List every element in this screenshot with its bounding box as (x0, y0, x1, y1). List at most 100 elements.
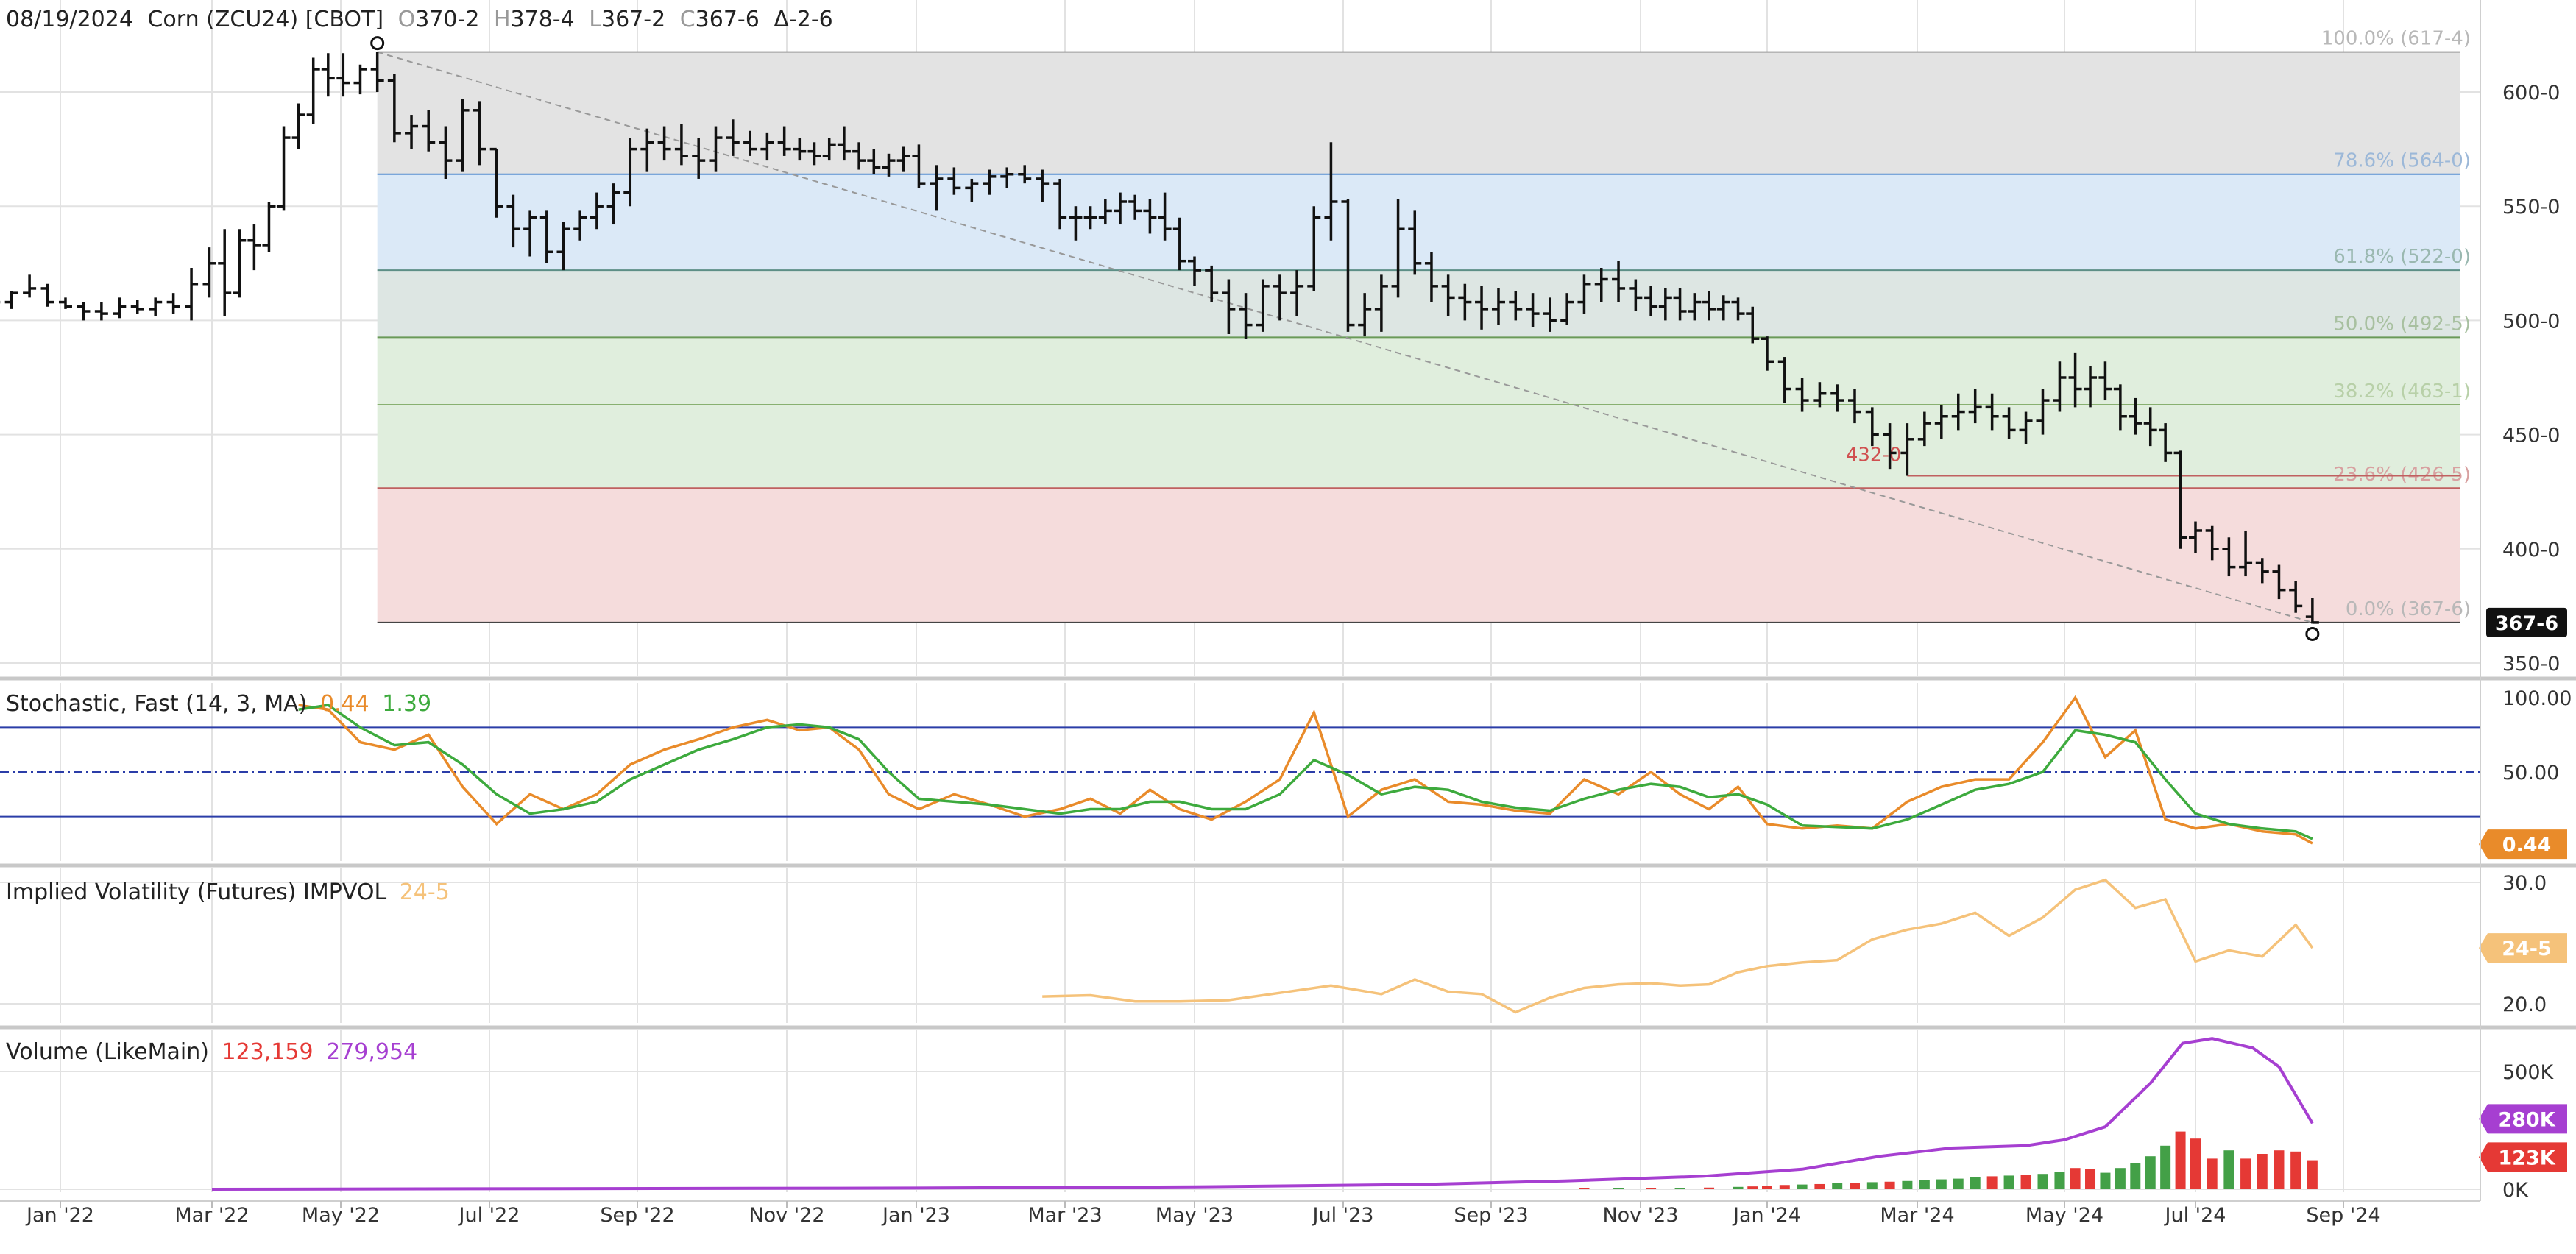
ohlc-bar (1000, 167, 1014, 188)
impvol-value: 24-5 (400, 879, 450, 905)
volume-bar (1902, 1180, 1913, 1189)
volume-bar (1814, 1183, 1825, 1189)
ohlc-bar (2173, 450, 2187, 549)
ohlc-bar (1053, 178, 1067, 230)
ohlc-bar (1143, 199, 1157, 234)
ohlc-bar (185, 268, 199, 321)
volume-bar (1953, 1178, 1964, 1189)
stochastic-tag-text: 0.44 (2502, 834, 2552, 857)
ohlc-bar (1526, 293, 1540, 327)
volume-axis: 0K 500K (2502, 1061, 2555, 1202)
header-low-label: L (589, 7, 601, 32)
price-tick-label: 450-0 (2502, 425, 2560, 447)
ohlc-bar (1644, 286, 1658, 316)
ohlc-bar (130, 300, 144, 314)
volume-bar (1762, 1186, 1772, 1189)
volume-bar (1866, 1182, 1878, 1189)
volume-bar (2145, 1156, 2156, 1189)
volume-bar (1797, 1184, 1808, 1189)
ohlc-bar (1205, 265, 1219, 302)
volume-bar (2175, 1131, 2186, 1189)
ohlc-bar (1391, 199, 1405, 298)
stochastic-d-line (298, 704, 2313, 840)
ohlc-bar (965, 178, 979, 202)
volume-bar (1733, 1186, 1744, 1189)
ohlc-bars (0, 52, 2319, 624)
volume-bar (2307, 1160, 2318, 1189)
ohlc-bar (2002, 407, 2016, 439)
ohlc-bar (2053, 361, 2067, 412)
fib-label: 38.2% (463-1) (2333, 380, 2471, 403)
ohlc-bar (983, 169, 997, 195)
ohlc-bar (166, 293, 180, 314)
ohlc-bar (2205, 525, 2219, 561)
ohlc-bar (822, 138, 836, 161)
ohlc-bar (1968, 389, 1982, 424)
stochastic-panel[interactable]: 50.00 100.00 Stochastic, Fast (14, 3, MA)… (0, 683, 2572, 861)
time-axis-label: Sep '22 (600, 1204, 674, 1227)
header-symbol: Corn (ZCU24) [CBOT] (147, 7, 383, 32)
ohlc-bar (473, 101, 486, 166)
volume-bar (1850, 1183, 1860, 1189)
ohlc-bar (807, 142, 821, 166)
ohlc-bar (1813, 382, 1827, 408)
ohlc-bar (456, 99, 470, 172)
ohlc-bar (1273, 274, 1287, 321)
price-tick-label: 600-0 (2502, 82, 2560, 104)
time-axis-label: Nov '22 (749, 1204, 824, 1227)
volume-tag: 123K (2479, 1142, 2567, 1172)
stochastic-tag-box (2479, 829, 2567, 860)
ohlc-bar (1069, 206, 1083, 241)
header-close: 367-6 (696, 7, 760, 32)
ohlc-bar (1594, 268, 1608, 302)
ohlc-bar (2084, 366, 2098, 408)
volume-panel[interactable]: 0K 500K Volume (LikeMain) 123,159 279,954… (0, 1030, 2567, 1202)
ohlc-bar (1458, 283, 1472, 321)
volume-value: 123,159 (222, 1039, 314, 1065)
time-axis-label: Jul '23 (1312, 1204, 1374, 1227)
volume-bar (2160, 1145, 2171, 1189)
ohlc-bar (1324, 142, 1338, 241)
ohlc-bar (1917, 411, 1931, 447)
fibonacci-labels: 100.0% (617-4) 78.6% (564-0) 61.8% (522-0)… (2321, 28, 2471, 620)
implied-volatility-panel[interactable]: 20.0 30.0 Implied Volatility (Futures) IM… (0, 868, 2567, 1023)
ohlc-bar (1883, 423, 1897, 470)
header-high: 378-4 (511, 7, 575, 32)
ohlc-bar (2036, 389, 2050, 435)
volume-bar (2130, 1163, 2141, 1189)
volume-bar (1970, 1177, 1981, 1189)
ohlc-bar (1830, 384, 1844, 412)
ohlc-bar (306, 57, 320, 124)
time-axis-label: Jan '23 (881, 1204, 950, 1227)
ohlc-bar (2289, 581, 2303, 613)
ohlc-bar (1688, 293, 1702, 321)
ohlc-bar (1795, 378, 1809, 412)
ohlc-bar (23, 274, 37, 298)
ohlc-bar (387, 74, 401, 143)
ohlc-bar (1543, 297, 1557, 332)
ohlc-bar (2068, 352, 2082, 408)
ohlc-bar (573, 210, 587, 241)
fib-zone (377, 52, 2460, 174)
high-marker (370, 36, 385, 51)
ohlc-bar (4, 291, 18, 309)
volume-header: Volume (LikeMain) 123,159 279,954 (6, 1039, 417, 1065)
ohlc-bar (439, 126, 453, 179)
impvol-header: Implied Volatility (Futures) IMPVOL 24-5 (6, 879, 450, 905)
volume-bar (1779, 1185, 1790, 1189)
ohlc-bar (1424, 252, 1438, 302)
ohlc-bar (1702, 291, 1716, 321)
ohlc-bar (2159, 423, 2173, 462)
ohlc-bar (896, 146, 910, 172)
price-panel[interactable]: 100.0% (617-4) 78.6% (564-0) 61.8% (522-0)… (0, 0, 2567, 676)
last-price-tag-box (2486, 607, 2567, 637)
ohlc-bar (674, 124, 688, 166)
price-tick-label: 500-0 (2502, 310, 2560, 333)
ohlc-bar (726, 119, 740, 156)
ohlc-bar (1577, 274, 1591, 314)
ohlc-bar (590, 192, 604, 230)
ohlc-bar (912, 144, 926, 188)
ohlc-bar (2098, 361, 2112, 401)
price-header: 08/19/2024 Corn (ZCU24) [CBOT] O370-2 H3… (6, 7, 833, 32)
time-axis-label: May '24 (2025, 1204, 2103, 1227)
